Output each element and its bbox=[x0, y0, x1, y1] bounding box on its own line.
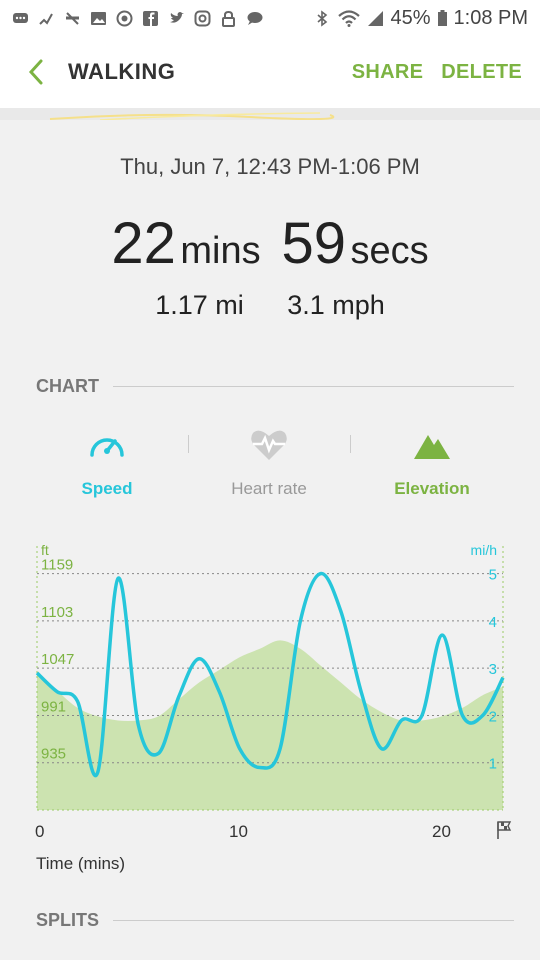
right-tick-label: 1 bbox=[489, 756, 497, 773]
chart-plot: ft mi/h 1159 1103 1047 991 935 5 4 3 2 1 bbox=[35, 542, 505, 811]
mountain-icon bbox=[352, 425, 512, 465]
no-signal-icon bbox=[64, 10, 81, 27]
speed-line bbox=[35, 571, 505, 778]
tab-speed[interactable]: Speed bbox=[27, 425, 187, 499]
workout-stats: 1.17 mi 3.1 mph bbox=[0, 290, 540, 321]
x-tick-label: 20 bbox=[432, 822, 451, 841]
battery-percent: 45% bbox=[390, 6, 431, 29]
tab-divider bbox=[188, 435, 189, 453]
battery-icon bbox=[437, 10, 448, 27]
right-axis-unit: mi/h bbox=[471, 542, 497, 558]
messenger-icon bbox=[12, 10, 29, 27]
left-axis-unit: ft bbox=[41, 542, 49, 558]
distance-value: 1.17 mi bbox=[155, 290, 244, 320]
bluetooth-icon bbox=[314, 9, 331, 27]
speedometer-icon bbox=[27, 425, 187, 465]
tab-heart-rate[interactable]: Heart rate bbox=[189, 425, 349, 499]
workout-chart: ft mi/h 1159 1103 1047 991 935 5 4 3 2 1 0 10 20 … bbox=[0, 540, 540, 880]
finish-flag-icon bbox=[495, 820, 513, 845]
duration-seconds-value: 59 bbox=[281, 211, 347, 276]
signal-icon bbox=[367, 10, 384, 27]
chat-bubble-icon bbox=[246, 10, 263, 27]
delete-button[interactable]: DELETE bbox=[441, 60, 522, 83]
workout-date-range: Thu, Jun 7, 12:43 PM-1:06 PM bbox=[120, 154, 420, 179]
x-tick-label: 10 bbox=[229, 822, 248, 841]
divider bbox=[113, 386, 514, 387]
page-title: WALKING bbox=[68, 59, 176, 84]
right-tick-label: 3 bbox=[489, 661, 497, 678]
facebook-icon bbox=[142, 10, 159, 27]
left-tick-label: 1103 bbox=[41, 604, 73, 621]
duration-seconds-unit: secs bbox=[350, 230, 429, 272]
chart-section-header: CHART bbox=[36, 376, 514, 397]
tab-speed-label: Speed bbox=[81, 479, 133, 498]
x-tick-label: 0 bbox=[35, 822, 45, 841]
tab-divider bbox=[350, 435, 351, 453]
right-tick-label: 2 bbox=[489, 708, 497, 725]
tab-heart-rate-label: Heart rate bbox=[231, 479, 307, 498]
left-tick-label: 1047 bbox=[41, 651, 74, 668]
elevation-area bbox=[37, 640, 503, 810]
splits-section-header: SPLITS bbox=[36, 910, 514, 931]
left-tick-label: 991 bbox=[41, 698, 66, 715]
heart-rate-icon bbox=[189, 425, 349, 465]
x-axis-label: Time (mins) bbox=[36, 854, 126, 873]
cast-icon bbox=[38, 10, 55, 27]
duration-minutes-unit: mins bbox=[180, 230, 261, 272]
duration-minutes-value: 22 bbox=[111, 211, 176, 276]
clock: 1:08 PM bbox=[453, 6, 528, 29]
left-tick-label: 1159 bbox=[41, 557, 73, 574]
left-tick-label: 935 bbox=[41, 746, 66, 763]
workout-duration: 22 mins 59 secs bbox=[0, 210, 540, 277]
image-icon bbox=[90, 10, 107, 27]
wifi-icon bbox=[337, 10, 361, 27]
right-tick-label: 5 bbox=[489, 567, 497, 584]
back-button[interactable] bbox=[20, 56, 52, 88]
instagram-icon bbox=[194, 10, 211, 27]
right-tick-label: 4 bbox=[489, 614, 497, 631]
route-map-preview[interactable] bbox=[0, 108, 540, 120]
average-speed-value: 3.1 mph bbox=[287, 290, 385, 320]
share-button[interactable]: SHARE bbox=[351, 60, 424, 83]
target-icon bbox=[116, 10, 133, 27]
divider bbox=[113, 920, 514, 921]
twitter-icon bbox=[168, 10, 185, 27]
tab-elevation-label: Elevation bbox=[394, 479, 470, 498]
chart-tabs: Speed Heart rate Elevation bbox=[0, 425, 540, 505]
lock-icon bbox=[220, 10, 237, 27]
status-bar: 45% 1:08 PM bbox=[0, 0, 540, 36]
back-arrow-icon bbox=[28, 59, 43, 85]
splits-section-label: SPLITS bbox=[36, 910, 100, 930]
tab-elevation[interactable]: Elevation bbox=[352, 425, 512, 499]
chart-section-label: CHART bbox=[36, 376, 99, 396]
workout-details: Thu, Jun 7, 12:43 PM-1:06 PM 22 mins 59 … bbox=[0, 120, 540, 960]
app-bar: WALKING SHARE DELETE bbox=[0, 36, 540, 108]
